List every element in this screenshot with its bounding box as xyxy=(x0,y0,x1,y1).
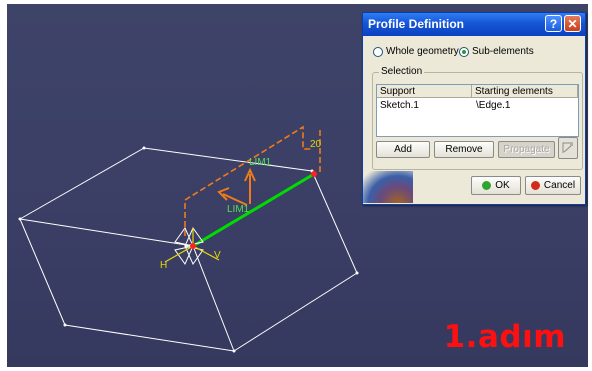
wireframe-body xyxy=(19,147,358,352)
3d-scene[interactable]: LIM1 LIM1 20 H V xyxy=(7,4,588,367)
selection-group: Selection Support Starting elements Sket… xyxy=(372,66,583,170)
radio-whole-geometry-circle[interactable] xyxy=(373,46,383,57)
axis-label-h: H xyxy=(160,260,167,271)
close-icon: ✕ xyxy=(567,17,578,31)
selected-edge[interactable] xyxy=(192,172,315,248)
limit-frame xyxy=(184,125,321,236)
help-button[interactable]: ? xyxy=(545,15,562,32)
radio-sub-elements-label: Sub-elements xyxy=(472,46,534,57)
graph-icon xyxy=(562,142,573,153)
column-header-starting-elements[interactable]: Starting elements xyxy=(472,85,578,98)
cell-support: Sketch.1 xyxy=(380,100,419,111)
ok-label: OK xyxy=(495,180,510,191)
axis-labels: H V xyxy=(160,250,221,271)
remove-button[interactable]: Remove xyxy=(434,141,494,158)
origin-marker xyxy=(190,243,196,249)
dimension-labels[interactable]: LIM1 LIM1 20 xyxy=(227,139,322,215)
radio-whole-geometry[interactable]: Whole geometry xyxy=(373,46,459,57)
close-button[interactable]: ✕ xyxy=(564,15,581,32)
wireframe-vertices xyxy=(18,146,359,353)
ok-icon xyxy=(482,180,492,190)
step-label: 1.adım xyxy=(443,319,566,355)
profile-definition-dialog[interactable]: Profile Definition ? ✕ Whole geometry Su… xyxy=(362,12,586,205)
cell-starting-element: \Edge.1 xyxy=(476,100,511,111)
ok-button[interactable]: OK xyxy=(471,176,521,195)
selection-group-label: Selection xyxy=(379,66,425,77)
selection-table[interactable]: Support Starting elements Sketch.1 \Edge… xyxy=(376,84,579,137)
cancel-button[interactable]: Cancel xyxy=(525,176,581,195)
catia-logo xyxy=(363,171,413,203)
dialog-titlebar[interactable]: Profile Definition ? ✕ xyxy=(363,13,585,36)
dialog-title: Profile Definition xyxy=(368,17,464,31)
dimension-label-lim1-bottom: LIM1 xyxy=(227,204,250,215)
radio-sub-elements[interactable]: Sub-elements xyxy=(459,46,534,57)
edge-endpoint-marker xyxy=(311,171,317,177)
cancel-icon xyxy=(530,180,540,190)
column-header-support[interactable]: Support xyxy=(377,85,472,98)
dimension-label-20: 20 xyxy=(310,139,322,150)
radio-sub-elements-circle[interactable] xyxy=(459,46,469,57)
help-icon: ? xyxy=(549,17,558,31)
sketch-axis-symbol xyxy=(174,226,204,266)
propagate-button[interactable]: Propagate xyxy=(498,141,555,158)
axis-label-v: V xyxy=(214,250,221,261)
radio-whole-geometry-label: Whole geometry xyxy=(386,46,459,57)
dimension-label-lim1-top: LIM1 xyxy=(249,157,272,168)
limit-arrows[interactable] xyxy=(217,167,256,206)
graph-button[interactable] xyxy=(558,137,578,159)
add-button[interactable]: Add xyxy=(376,141,430,158)
cancel-label: Cancel xyxy=(543,180,576,191)
